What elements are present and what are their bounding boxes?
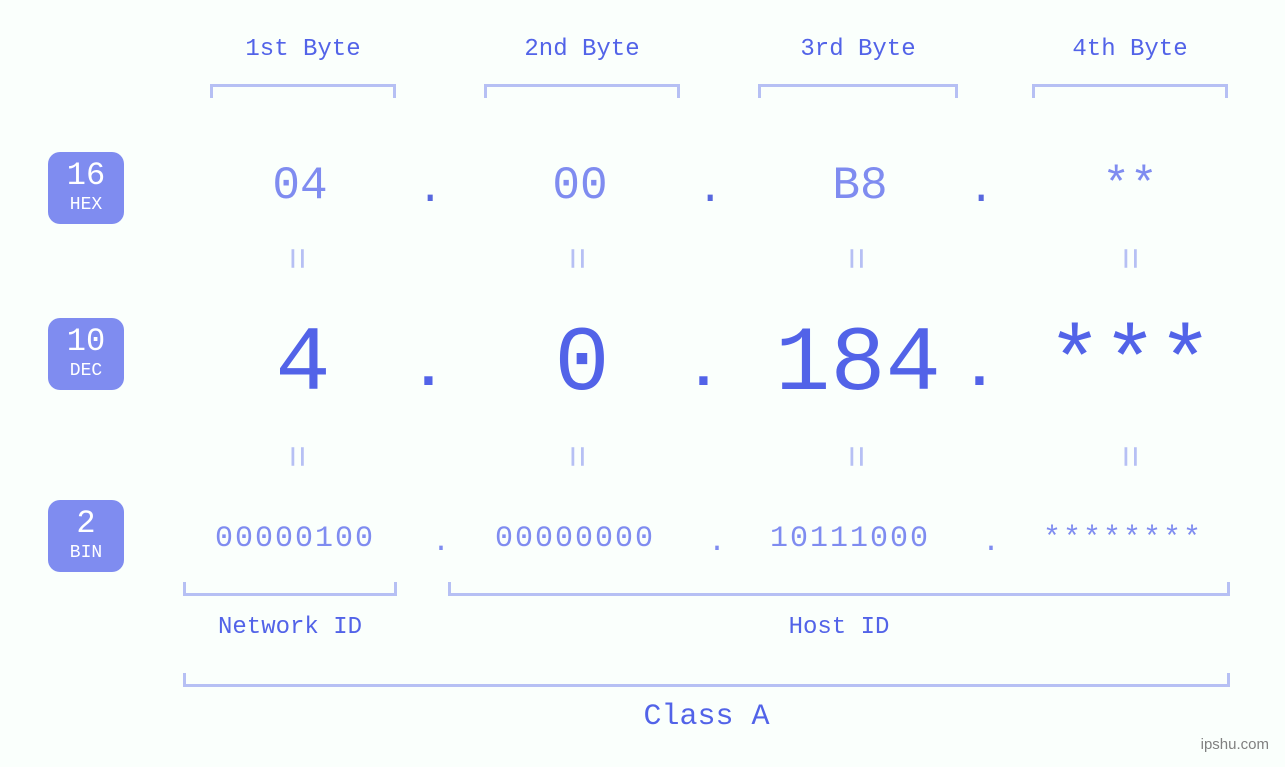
dec-badge-num: 10 <box>48 326 124 358</box>
top-bracket-4 <box>1032 84 1228 98</box>
eq-hex-dec-3: = <box>832 247 875 270</box>
bin-byte-2: 00000000 <box>455 522 695 556</box>
byte-header-2: 2nd Byte <box>484 36 680 63</box>
hex-byte-1: 04 <box>230 160 370 212</box>
eq-dec-bin-3: = <box>832 445 875 468</box>
host-id-bracket <box>448 582 1230 596</box>
top-bracket-1 <box>210 84 396 98</box>
byte-header-4: 4th Byte <box>1032 36 1228 63</box>
hex-dot-1: . <box>417 165 443 215</box>
hex-byte-4: ** <box>1060 160 1200 212</box>
eq-hex-dec-4: = <box>1106 247 1149 270</box>
top-bracket-3 <box>758 84 958 98</box>
bin-byte-4: ******** <box>1003 522 1243 556</box>
dec-byte-1: 4 <box>210 312 396 417</box>
bin-badge-num: 2 <box>48 508 124 540</box>
dec-byte-4: *** <box>1032 312 1228 417</box>
class-label: Class A <box>183 700 1230 734</box>
top-bracket-2 <box>484 84 680 98</box>
bin-dot-2: . <box>708 526 726 560</box>
bin-dot-3: . <box>982 526 1000 560</box>
ip-diagram: 1st Byte 2nd Byte 3rd Byte 4th Byte 16 H… <box>0 0 1285 767</box>
hex-badge-label: HEX <box>48 196 124 214</box>
byte-header-3: 3rd Byte <box>758 36 958 63</box>
eq-dec-bin-2: = <box>553 445 596 468</box>
dec-dot-1: . <box>411 338 446 403</box>
dec-byte-2: 0 <box>484 312 680 417</box>
bin-dot-1: . <box>432 526 450 560</box>
hex-byte-2: 00 <box>510 160 650 212</box>
network-id-bracket <box>183 582 397 596</box>
class-bracket <box>183 673 1230 687</box>
dec-badge: 10 DEC <box>48 318 124 390</box>
dec-badge-label: DEC <box>48 362 124 380</box>
dec-byte-3: 184 <box>758 312 958 417</box>
hex-badge: 16 HEX <box>48 152 124 224</box>
dec-dot-3: . <box>962 338 997 403</box>
hex-dot-2: . <box>697 165 723 215</box>
network-id-label: Network ID <box>183 614 397 641</box>
watermark: ipshu.com <box>1201 736 1269 753</box>
dec-dot-2: . <box>686 338 721 403</box>
hex-byte-3: B8 <box>790 160 930 212</box>
eq-dec-bin-1: = <box>273 445 316 468</box>
eq-hex-dec-2: = <box>553 247 596 270</box>
hex-dot-3: . <box>968 165 994 215</box>
byte-header-1: 1st Byte <box>210 36 396 63</box>
bin-byte-1: 00000100 <box>175 522 415 556</box>
bin-byte-3: 10111000 <box>730 522 970 556</box>
bin-badge-label: BIN <box>48 544 124 562</box>
eq-dec-bin-4: = <box>1106 445 1149 468</box>
hex-badge-num: 16 <box>48 160 124 192</box>
bin-badge: 2 BIN <box>48 500 124 572</box>
host-id-label: Host ID <box>448 614 1230 641</box>
eq-hex-dec-1: = <box>273 247 316 270</box>
